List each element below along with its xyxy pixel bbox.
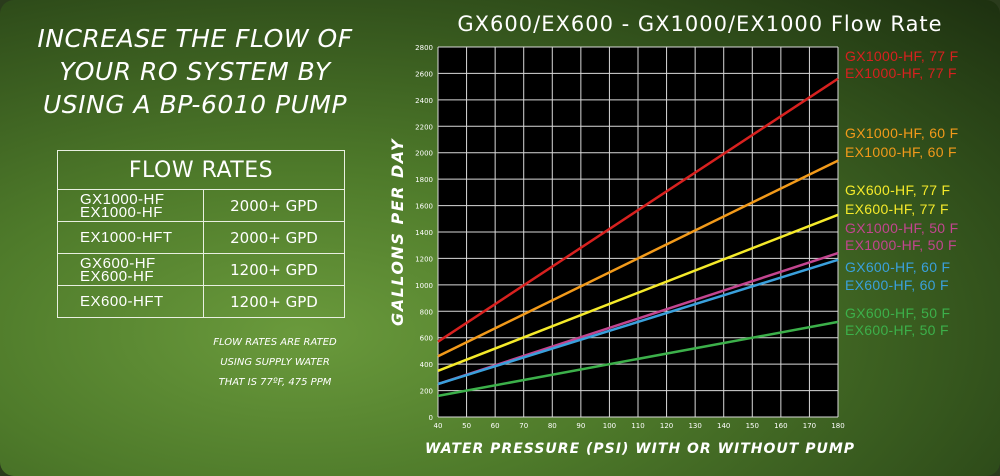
y-tick-label: 1400 [415, 229, 433, 237]
x-axis-ticks: 40 50 60 70 80 90 100 110 120 130 140 150 160 170 180 [434, 422, 845, 430]
y-tick-label: 0 [429, 414, 433, 422]
rate-cell: 2000+ GPD [203, 221, 345, 254]
legend-entry: EX1000-HF, 60 F [845, 144, 957, 160]
model-cell: EX1000-HFT [57, 221, 204, 254]
table-row: EX600-HFT 1200+ GPD [57, 285, 345, 318]
table-row: GX600-HF EX600-HF 1200+ GPD [57, 253, 345, 286]
x-tick-label: 40 [434, 422, 443, 430]
y-tick-label: 2200 [415, 123, 433, 131]
note-line: USING SUPPLY WATER [220, 357, 330, 368]
legend-entry: GX1000-HF, 50 F [845, 220, 958, 236]
series-line [437, 320, 839, 398]
model-name: EX600-HF [80, 267, 155, 285]
legend-entry: EX600-HF, 60 F [845, 277, 949, 293]
rate-cell: 1200+ GPD [203, 253, 345, 286]
model-name: GX600-HF [80, 254, 156, 272]
x-tick-label: 180 [831, 422, 844, 430]
y-axis-label: GALLONS PER DAY [388, 138, 407, 326]
series-lines [437, 77, 839, 398]
model-name: EX1000-HF [80, 203, 163, 221]
flow-rates-table: FLOW RATES GX1000-HF EX1000-HF 2000+ GPD… [57, 150, 345, 318]
y-tick-label: 600 [420, 335, 433, 343]
series-line [437, 213, 839, 372]
note-line: FLOW RATES ARE RATED [213, 337, 337, 348]
x-tick-label: 160 [774, 422, 787, 430]
model-name: EX600-HFT [80, 293, 164, 310]
note-line: THAT IS 77ºF, 475 PPM [218, 377, 332, 388]
legend-entry: EX600-HF, 50 F [845, 322, 949, 338]
x-tick-label: 120 [660, 422, 673, 430]
model-cell: GX600-HF EX600-HF [57, 253, 204, 286]
legend-entry: GX1000-HF, 77 F [845, 48, 958, 64]
y-tick-label: 1200 [415, 255, 433, 263]
model-name: GX1000-HF [80, 190, 165, 208]
legend-entry: GX1000-HF, 60 F [845, 125, 958, 141]
x-tick-label: 100 [603, 422, 616, 430]
x-tick-label: 150 [746, 422, 759, 430]
x-tick-label: 140 [717, 422, 730, 430]
x-tick-label: 80 [548, 422, 557, 430]
model-cell: EX600-HFT [57, 285, 204, 318]
rating-note: FLOW RATES ARE RATED USING SUPPLY WATER … [190, 333, 360, 393]
y-tick-label: 2600 [415, 70, 433, 78]
legend-entry: EX1000-HF, 50 F [845, 237, 957, 253]
y-tick-label: 200 [420, 388, 433, 396]
chart-title: GX600/EX600 - GX1000/EX1000 Flow Rate [457, 12, 942, 36]
x-tick-label: 130 [688, 422, 701, 430]
headline-line: YOUR RO SYSTEM BY [59, 57, 331, 86]
legend-entry: EX1000-HF, 77 F [845, 65, 957, 81]
legend-entry: GX600-HF, 60 F [845, 259, 950, 275]
rate-cell: 2000+ GPD [203, 189, 345, 222]
headline-line: USING A BP-6010 PUMP [42, 90, 348, 119]
headline: INCREASE THE FLOW OF YOUR RO SYSTEM BY U… [20, 22, 370, 121]
y-tick-label: 2800 [415, 44, 433, 52]
legend-entry: GX600-HF, 50 F [845, 305, 950, 321]
x-tick-label: 90 [576, 422, 585, 430]
table-row: EX1000-HFT 2000+ GPD [57, 221, 345, 254]
table-row: GX1000-HF EX1000-HF 2000+ GPD [57, 189, 345, 222]
x-tick-label: 70 [519, 422, 528, 430]
y-tick-label: 800 [420, 308, 433, 316]
y-tick-label: 2000 [415, 150, 433, 158]
y-tick-label: 2400 [415, 97, 433, 105]
y-tick-label: 1600 [415, 203, 433, 211]
x-tick-label: 170 [803, 422, 816, 430]
y-tick-label: 400 [420, 361, 433, 369]
series-line [437, 258, 839, 386]
legend-entry: GX600-HF, 77 F [845, 182, 950, 198]
model-name: EX1000-HFT [80, 229, 173, 246]
x-tick-label: 60 [491, 422, 500, 430]
headline-line: INCREASE THE FLOW OF [37, 24, 353, 53]
y-tick-label: 1000 [415, 282, 433, 290]
x-axis-label: WATER PRESSURE (PSI) WITH OR WITHOUT PUM… [425, 441, 855, 457]
y-axis-ticks: 0 200 400 600 800 1000 1200 1400 1600 1800 2000 220… [415, 44, 433, 422]
series-line [437, 77, 839, 343]
model-cell: GX1000-HF EX1000-HF [57, 189, 204, 222]
x-tick-label: 110 [631, 422, 644, 430]
legend-entry: EX600-HF, 77 F [845, 201, 949, 217]
x-tick-label: 50 [462, 422, 471, 430]
y-tick-label: 1800 [415, 176, 433, 184]
series-line [437, 159, 839, 358]
rate-cell: 1200+ GPD [203, 285, 345, 318]
